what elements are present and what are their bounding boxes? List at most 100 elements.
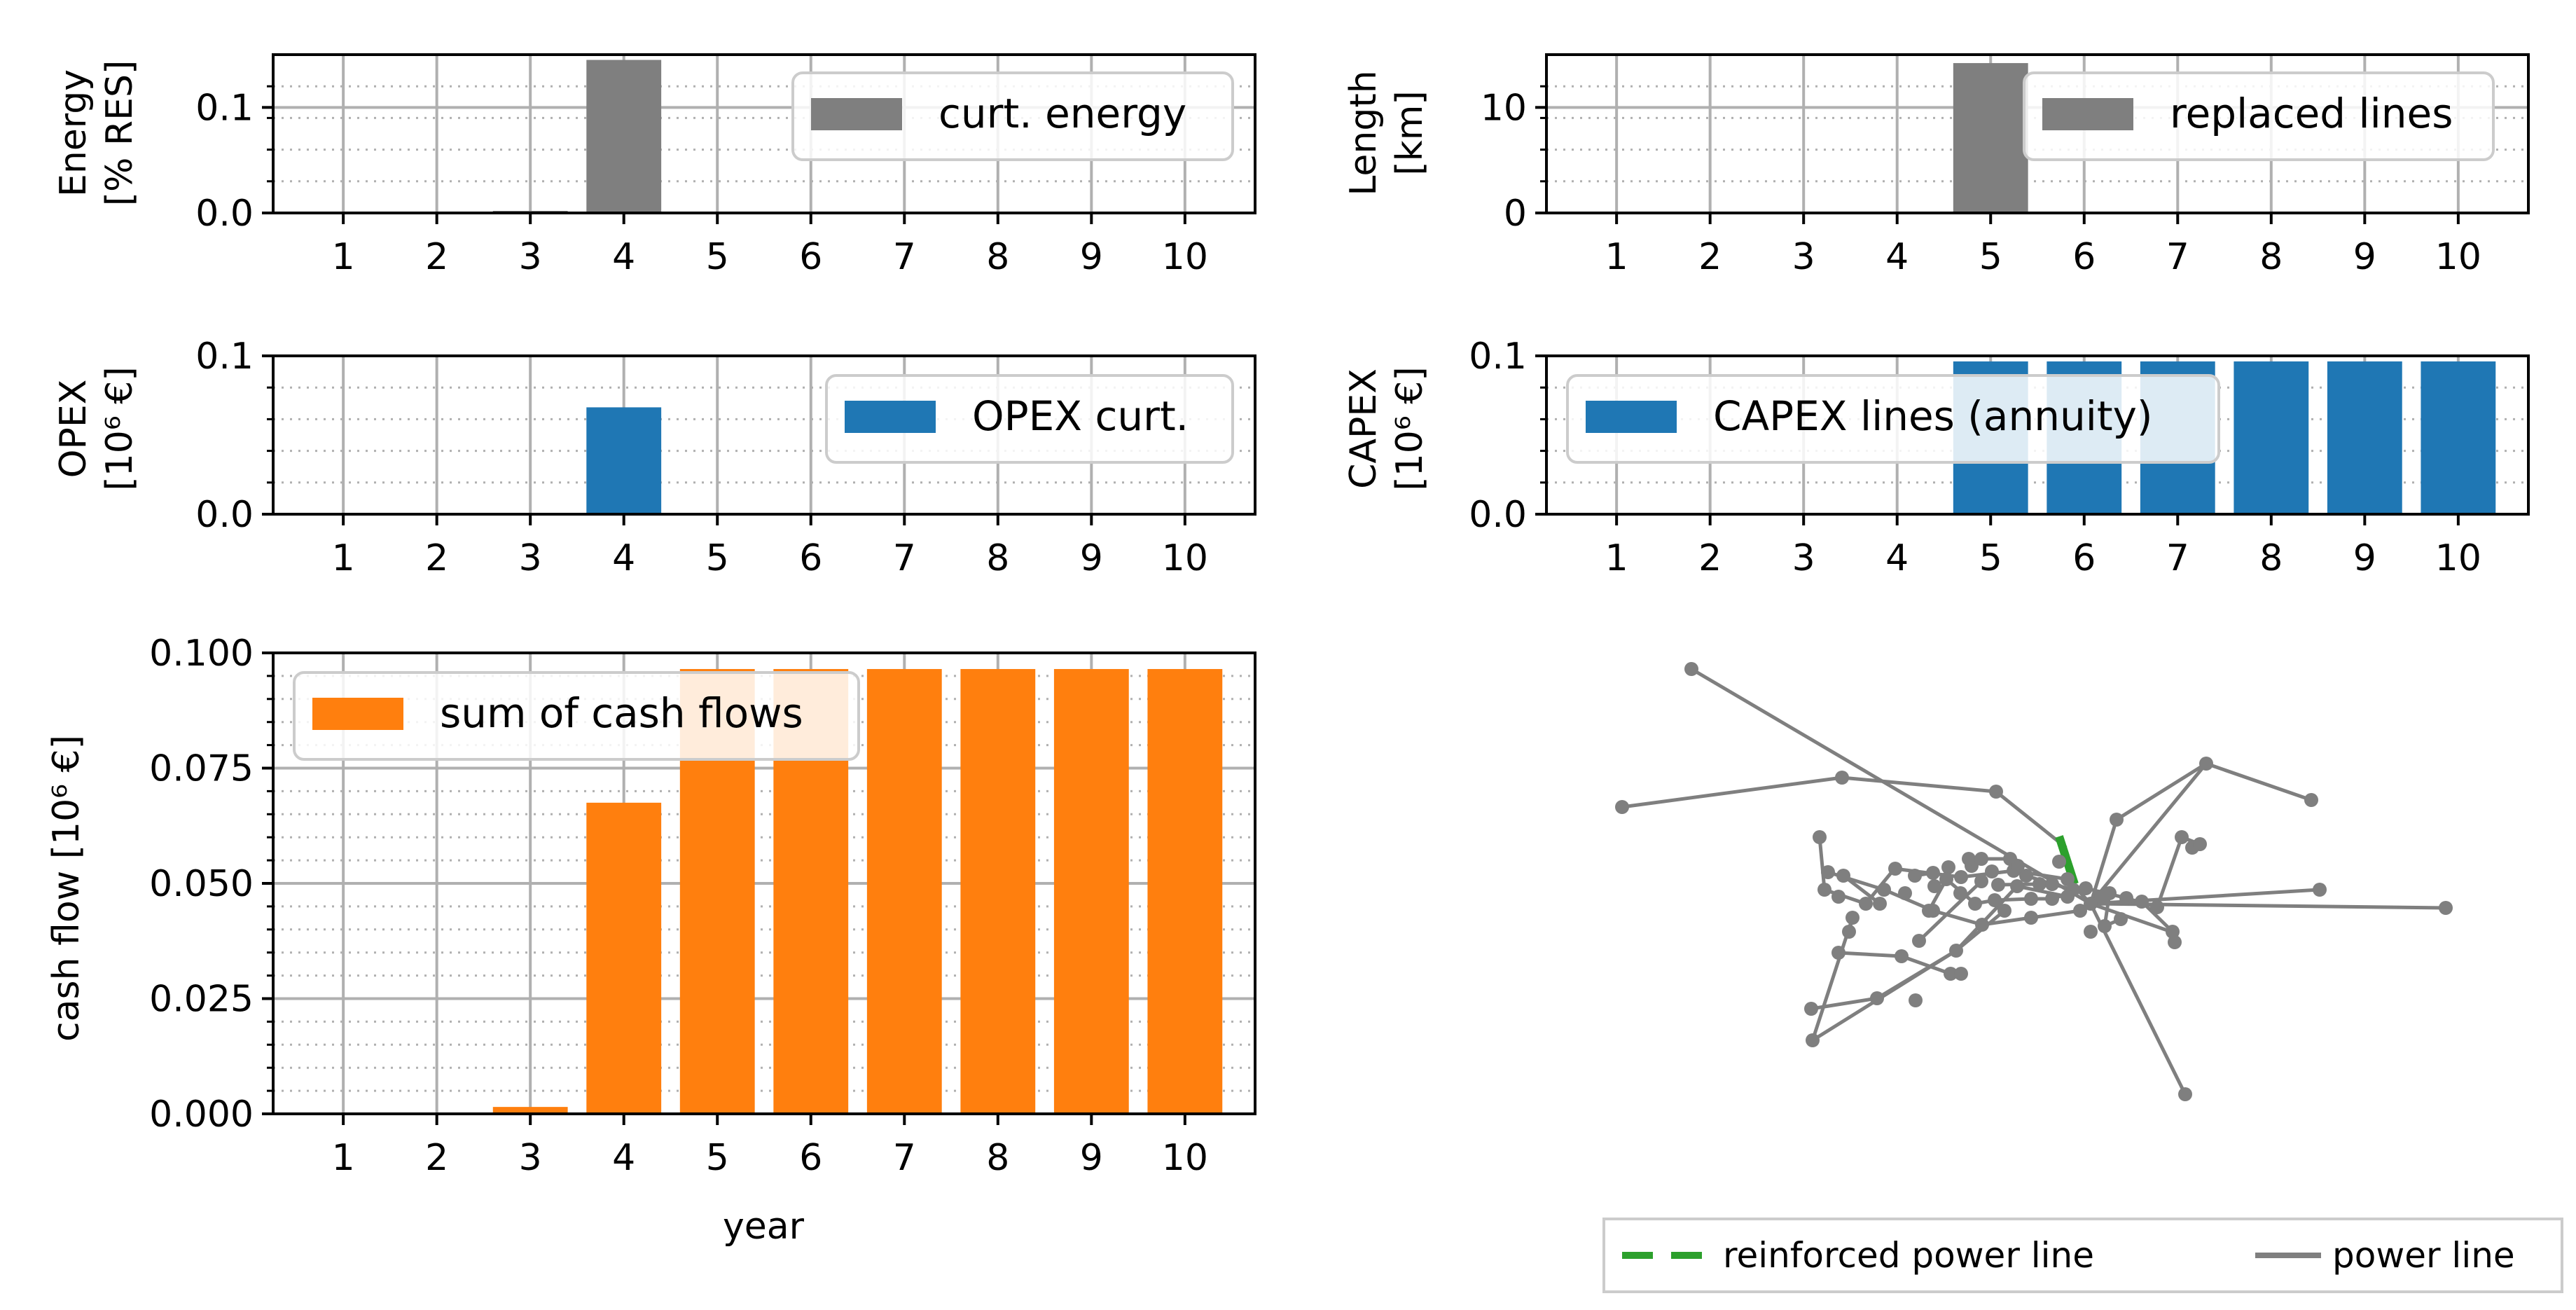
opex-xtick-label: 5 xyxy=(706,537,729,579)
network-node xyxy=(1873,897,1887,911)
network-node xyxy=(1926,866,1940,880)
opex-legend: OPEX curt. xyxy=(825,374,1234,464)
opex-ylabel-line1: OPEX xyxy=(53,380,95,478)
opex-bar-year-4 xyxy=(586,407,662,514)
network-power-line xyxy=(2089,902,2187,1096)
cashflow-yticks: 0.000 0.025 0.050 0.075 0.100 xyxy=(149,633,273,1136)
capex-bar-year-10 xyxy=(2421,361,2496,514)
network-node xyxy=(1821,865,1835,879)
opex-xtick-label: 3 xyxy=(519,537,542,579)
network-node xyxy=(1985,864,1999,878)
cashflow-ylabel: cash flow [10⁶ €] xyxy=(46,735,88,1042)
length-xtick-label: 9 xyxy=(2353,236,2376,278)
opex-xtick-label: 9 xyxy=(1080,537,1103,579)
network-node xyxy=(1988,893,2002,907)
network-node xyxy=(1895,949,1909,963)
energy-xticks: 1 2 3 4 5 6 7 8 9 10 xyxy=(332,213,1208,278)
network-node xyxy=(1888,862,1902,876)
energy-legend-swatch xyxy=(811,98,902,130)
cashflow-xlabel: year xyxy=(723,1206,805,1248)
capex-xticks: 1 2 3 4 5 6 7 8 9 10 xyxy=(1605,514,2481,579)
network-node xyxy=(2045,877,2059,891)
length-legend-swatch xyxy=(2042,98,2133,130)
capex-axes-frame xyxy=(1545,354,2530,516)
network-power-line xyxy=(1810,917,1855,1041)
cashflow-xtick-label: 7 xyxy=(893,1137,916,1179)
cashflow-xtick-label: 1 xyxy=(332,1137,355,1179)
cashflow-xtick-label: 3 xyxy=(519,1137,542,1179)
cashflow-xtick-label: 6 xyxy=(799,1137,822,1179)
network-node xyxy=(2193,837,2207,851)
network-node xyxy=(1684,662,1698,676)
reinforced-line-legend-label: reinforced power line xyxy=(1723,1235,2094,1276)
network-power-line xyxy=(1955,885,2018,952)
energy-legend-label: curt. energy xyxy=(939,90,1186,137)
cashflow-ytick-label: 0.025 xyxy=(149,979,254,1021)
capex-xtick-label: 7 xyxy=(2166,537,2189,579)
network-node xyxy=(1962,852,1976,866)
network-node xyxy=(1877,883,1891,897)
network-power-line xyxy=(2090,902,2172,934)
opex-xtick-label: 7 xyxy=(893,537,916,579)
energy-bars xyxy=(492,60,662,214)
cashflow-xtick-label: 10 xyxy=(1162,1137,1208,1179)
network-node xyxy=(1835,771,1849,785)
network-node xyxy=(2073,904,2087,918)
length-axes-frame xyxy=(1545,53,2530,214)
opex-xtick-label: 1 xyxy=(332,537,355,579)
length-xtick-label: 10 xyxy=(2435,236,2481,278)
length-ylabel-line2: [km] xyxy=(1389,90,1431,175)
capex-bar-year-8 xyxy=(2234,361,2309,514)
energy-xtick-label: 10 xyxy=(1162,236,1208,278)
network-node xyxy=(2439,901,2453,915)
network-node xyxy=(1954,870,1968,884)
capex-xtick-label: 10 xyxy=(2435,537,2481,579)
length-xtick-label: 1 xyxy=(1605,236,1628,278)
capex-ytick-label: 0.1 xyxy=(1469,336,1527,378)
network-power-line xyxy=(1810,996,1878,1011)
network-node xyxy=(1997,904,2011,918)
opex-legend-swatch xyxy=(845,401,936,433)
network-power-line xyxy=(2140,900,2174,933)
cashflow-legend-swatch xyxy=(312,698,403,730)
network-node xyxy=(2084,897,2098,911)
network-power-line xyxy=(1842,874,1881,905)
cashflow-xtick-label: 4 xyxy=(612,1137,635,1179)
network-node xyxy=(1927,879,1941,893)
cashflow-ytick-label: 0.000 xyxy=(149,1094,254,1136)
network-power-line xyxy=(1901,954,1951,976)
opex-xtick-label: 2 xyxy=(425,537,448,579)
network-node xyxy=(1806,1033,1820,1047)
capex-legend-label: CAPEX lines (annuity) xyxy=(1713,392,2153,440)
length-ytick-label: 0 xyxy=(1504,193,1527,235)
cashflow-bar-year-9 xyxy=(1053,669,1129,1114)
opex-legend-label: OPEX curt. xyxy=(972,392,1189,440)
network-node xyxy=(2114,912,2128,926)
network-node xyxy=(1908,869,1922,883)
network-node xyxy=(2178,1087,2192,1101)
network-power-line xyxy=(2115,761,2208,822)
network-power-line xyxy=(1932,909,1983,927)
network-legend: reinforced power line power line xyxy=(1602,1218,2563,1293)
capex-panel: 0.0 0.1 1 2 3 4 5 6 7 8 9 10 CAPEX [10⁶ €] CAPEX l… xyxy=(1343,336,2530,579)
energy-xtick-label: 6 xyxy=(799,236,822,278)
opex-xtick-label: 4 xyxy=(612,537,635,579)
length-xtick-label: 3 xyxy=(1792,236,1815,278)
network-node xyxy=(1909,993,1923,1007)
network-plot xyxy=(1615,662,2453,1101)
network-node xyxy=(1831,890,1846,904)
opex-xtick-label: 8 xyxy=(986,537,1009,579)
network-node xyxy=(2052,855,2066,869)
capex-xtick-label: 5 xyxy=(1979,537,2002,579)
power-line-legend-label: power line xyxy=(2332,1235,2515,1276)
network-node xyxy=(1939,872,1953,886)
opex-yticks: 0.0 0.1 xyxy=(195,336,273,536)
cashflow-bar-year-4 xyxy=(586,802,662,1114)
capex-xtick-label: 9 xyxy=(2353,537,2376,579)
energy-axes-frame xyxy=(272,53,1256,214)
cashflow-bar-year-3 xyxy=(492,1107,568,1114)
opex-ytick-label: 0.1 xyxy=(195,336,254,378)
network-node xyxy=(1842,925,1856,939)
cashflow-ytick-label: 0.050 xyxy=(149,863,254,905)
network-node xyxy=(2045,892,2059,906)
